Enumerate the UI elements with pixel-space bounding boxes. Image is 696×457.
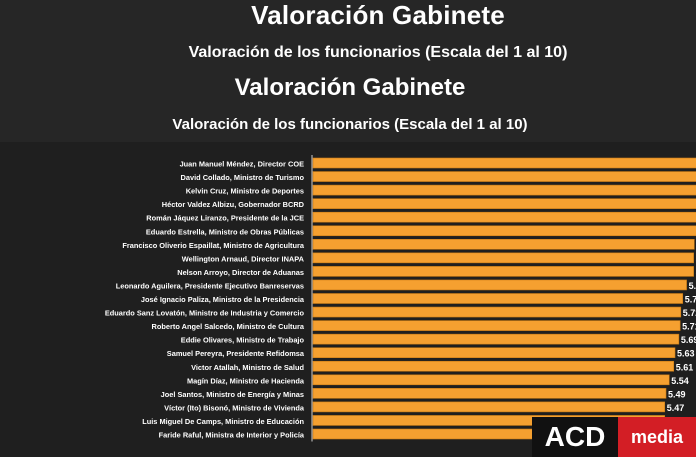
category-label: Héctor Valdez Albizu, Gobernador BCRD xyxy=(162,200,305,209)
value-label: 5.49 xyxy=(668,389,686,399)
category-label: Eduardo Sanz Lovatón, Ministro de Indust… xyxy=(105,309,305,318)
category-label: Leonardo Aguilera, Presidente Ejecutivo … xyxy=(116,281,304,290)
bar xyxy=(312,211,696,223)
bar xyxy=(312,388,667,399)
value-label: 5.81 xyxy=(689,281,696,291)
bar xyxy=(312,225,696,237)
category-label: David Collado, Ministro de Turismo xyxy=(181,173,305,182)
logo-acd-text: ACD xyxy=(532,417,618,457)
category-label: Roberto Angel Salcedo, Ministro de Cultu… xyxy=(152,322,305,331)
bar xyxy=(312,252,694,264)
category-label: Magín Díaz, Ministro de Hacienda xyxy=(187,376,305,385)
bar xyxy=(312,184,696,196)
bar xyxy=(312,293,684,304)
bar xyxy=(312,239,695,250)
value-label: 5.61 xyxy=(676,362,694,372)
bar xyxy=(312,347,676,359)
value-label: 5.72 xyxy=(683,308,696,318)
category-label: Samuel Pereyra, Presidente Refidomsa xyxy=(167,349,305,358)
category-label: Román Jáquez Liranzo, Presidente de la J… xyxy=(146,214,304,223)
value-label: 5.75 xyxy=(685,295,696,305)
category-label: Luis Miguel De Camps, Ministro de Educac… xyxy=(142,417,304,426)
category-label: Nelson Arroyo, Director de Aduanas xyxy=(177,268,304,277)
value-label: 5.71 xyxy=(682,322,696,332)
category-label: Eddie Olivares, Ministro de Trabajo xyxy=(181,336,305,345)
bar xyxy=(312,171,696,182)
value-label: 5.69 xyxy=(681,335,696,345)
chart-title: Valoración Gabinete xyxy=(234,74,466,101)
value-label: 5.47 xyxy=(667,403,685,413)
category-label: Francisco Oliverio Espaillat, Ministro d… xyxy=(122,241,305,250)
category-label: Joel Santos, Ministro de Energía y Minas xyxy=(161,390,304,399)
bar xyxy=(312,198,696,209)
bar xyxy=(312,266,694,277)
category-label: Wellington Arnaud, Director INAPA xyxy=(182,254,305,263)
bar xyxy=(312,360,675,372)
category-label: Faride Raful, Ministra de Interior y Pol… xyxy=(159,431,305,440)
acd-media-logo: ACD media xyxy=(532,417,696,457)
bar xyxy=(312,306,682,318)
bar xyxy=(312,333,680,345)
chart-subtitle: Valoración de los funcionarios (Escala d… xyxy=(172,116,528,133)
bar xyxy=(312,320,681,331)
category-label: Victor Atallah, Ministro de Salud xyxy=(191,363,304,372)
category-label: Juan Manuel Méndez, Director COE xyxy=(180,160,305,169)
value-label: 5.54 xyxy=(671,376,689,386)
bar xyxy=(312,157,696,169)
category-label: Víctor (Ito) Bisonó, Ministro de Viviend… xyxy=(164,403,305,412)
bar xyxy=(312,374,670,386)
logo-media-text: media xyxy=(618,417,696,457)
value-label: 5.63 xyxy=(677,349,695,359)
page-title: Valoración Gabinete xyxy=(251,0,505,30)
category-label: Eduardo Estrella, Ministro de Obras Públ… xyxy=(146,227,304,236)
bar xyxy=(312,279,687,291)
bar xyxy=(312,401,666,413)
category-label: José Ignacio Paliza, Ministro de la Pres… xyxy=(141,295,305,304)
category-label: Kelvin Cruz, Ministro de Deportes xyxy=(186,187,304,196)
page-subtitle: Valoración de los funcionarios (Escala d… xyxy=(188,44,568,61)
